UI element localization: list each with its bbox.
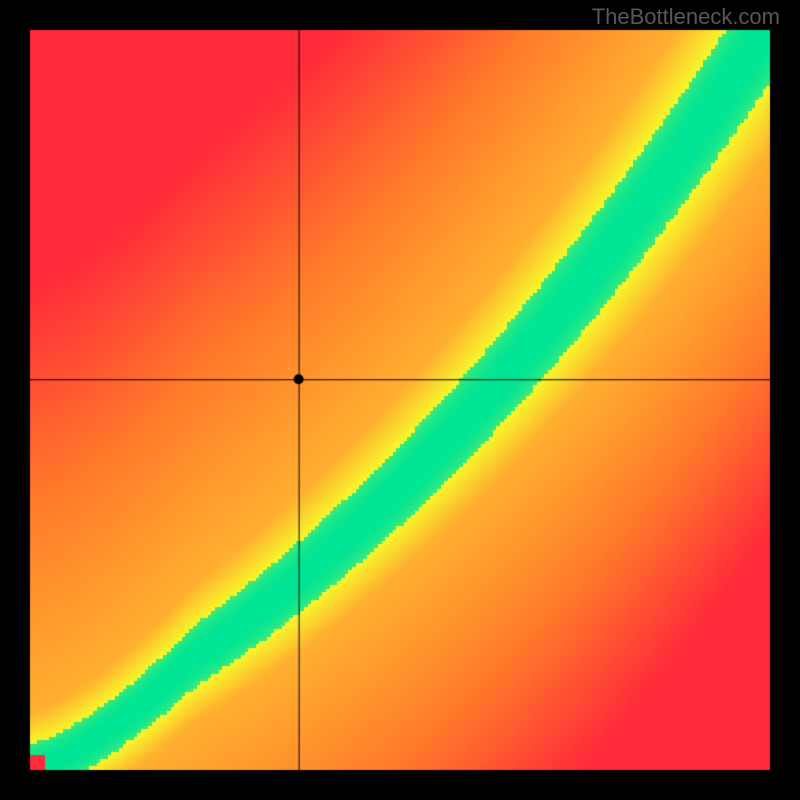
bottleneck-heatmap-chart bbox=[0, 0, 800, 800]
watermark-text: TheBottleneck.com bbox=[592, 4, 780, 30]
